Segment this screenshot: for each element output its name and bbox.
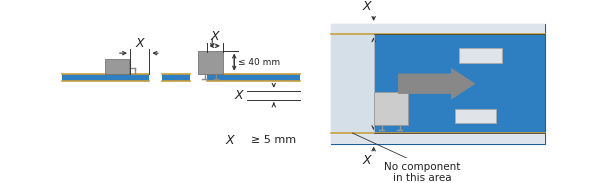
Bar	[162, 74, 190, 81]
Text: X: X	[136, 37, 144, 50]
Text: X: X	[225, 134, 234, 147]
Bar	[105, 59, 129, 74]
Bar	[459, 48, 502, 63]
Text: ≤ 40 mm: ≤ 40 mm	[238, 58, 280, 67]
Bar	[331, 24, 545, 144]
Bar	[62, 74, 150, 81]
Bar	[331, 34, 374, 133]
Text: ≥ 5 mm: ≥ 5 mm	[251, 135, 297, 145]
Bar	[374, 92, 408, 125]
Bar	[331, 24, 545, 34]
Text: X: X	[235, 89, 243, 102]
Text: X: X	[362, 154, 371, 167]
Text: X: X	[210, 30, 219, 43]
Text: X: X	[362, 0, 371, 13]
Bar	[455, 109, 496, 123]
FancyArrow shape	[398, 68, 476, 100]
Bar	[207, 74, 300, 81]
Text: No component
in this area: No component in this area	[384, 162, 461, 183]
Bar	[198, 51, 223, 74]
Bar	[331, 133, 545, 144]
